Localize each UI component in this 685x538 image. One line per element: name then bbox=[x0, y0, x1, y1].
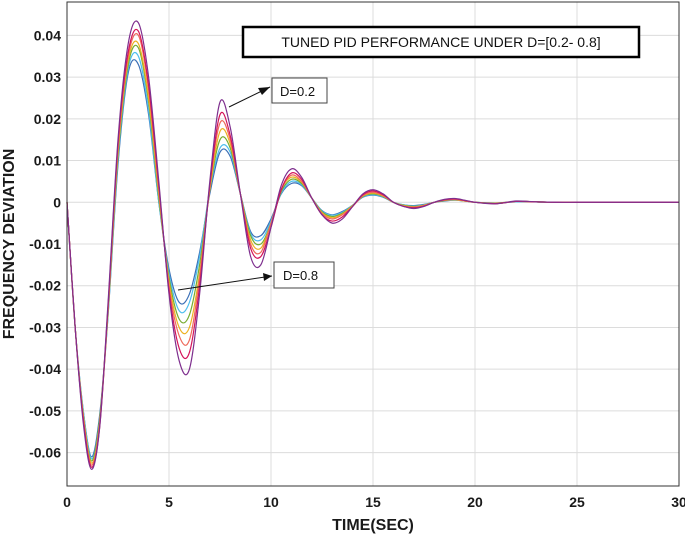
y-tick-label: 0.04 bbox=[34, 27, 61, 43]
y-tick-label: -0.06 bbox=[29, 445, 61, 461]
x-tick-label: 30 bbox=[671, 494, 685, 510]
annotation-label: D=0.2 bbox=[280, 84, 315, 99]
x-axis-label: TIME(SEC) bbox=[332, 517, 414, 534]
y-tick-labels: 0.04 0.03 0.02 0.01 0 -0.01 -0.02 -0.03 -0.04 -0.… bbox=[29, 27, 61, 460]
annotation-label: D=0.8 bbox=[283, 268, 318, 283]
y-tick-label: -0.05 bbox=[29, 403, 61, 419]
grid-lines bbox=[66, 2, 680, 486]
y-axis-label: FREQUENCY DEVIATION bbox=[1, 149, 18, 340]
series-lines bbox=[66, 20, 679, 470]
x-tick-label: 5 bbox=[165, 494, 173, 510]
annotation-box bbox=[273, 261, 335, 289]
y-tick-label: -0.04 bbox=[29, 361, 61, 377]
x-tick-label: 0 bbox=[63, 494, 71, 510]
annotation-box bbox=[271, 77, 328, 104]
y-tick-label: -0.01 bbox=[29, 236, 61, 252]
annotation-d02: D=0.2 bbox=[228, 77, 328, 108]
x-tick-label: 25 bbox=[569, 494, 585, 510]
annotation-d08: D=0.8 bbox=[177, 261, 335, 291]
x-tick-labels: 0 5 10 15 20 25 30 bbox=[63, 494, 685, 510]
y-tick-label: -0.02 bbox=[29, 278, 61, 294]
chart-title: TUNED PID PERFORMANCE UNDER D=[0.2- 0.8] bbox=[281, 34, 600, 50]
x-tick-label: 15 bbox=[365, 494, 381, 510]
y-tick-label: -0.03 bbox=[29, 319, 61, 335]
y-tick-label: 0 bbox=[53, 194, 61, 210]
series-line-1 bbox=[66, 20, 679, 470]
y-tick-label: 0.03 bbox=[34, 69, 61, 85]
plot-frame bbox=[66, 1, 680, 487]
y-tick-label: 0.01 bbox=[34, 153, 61, 169]
title-box: TUNED PID PERFORMANCE UNDER D=[0.2- 0.8] bbox=[241, 25, 641, 59]
annotation-arrowhead bbox=[258, 87, 270, 95]
annotation-arrow bbox=[177, 275, 273, 291]
annotation-arrowhead bbox=[263, 273, 272, 281]
y-tick-label: 0.02 bbox=[34, 111, 61, 127]
x-tick-label: 10 bbox=[263, 494, 279, 510]
x-tick-label: 20 bbox=[467, 494, 483, 510]
